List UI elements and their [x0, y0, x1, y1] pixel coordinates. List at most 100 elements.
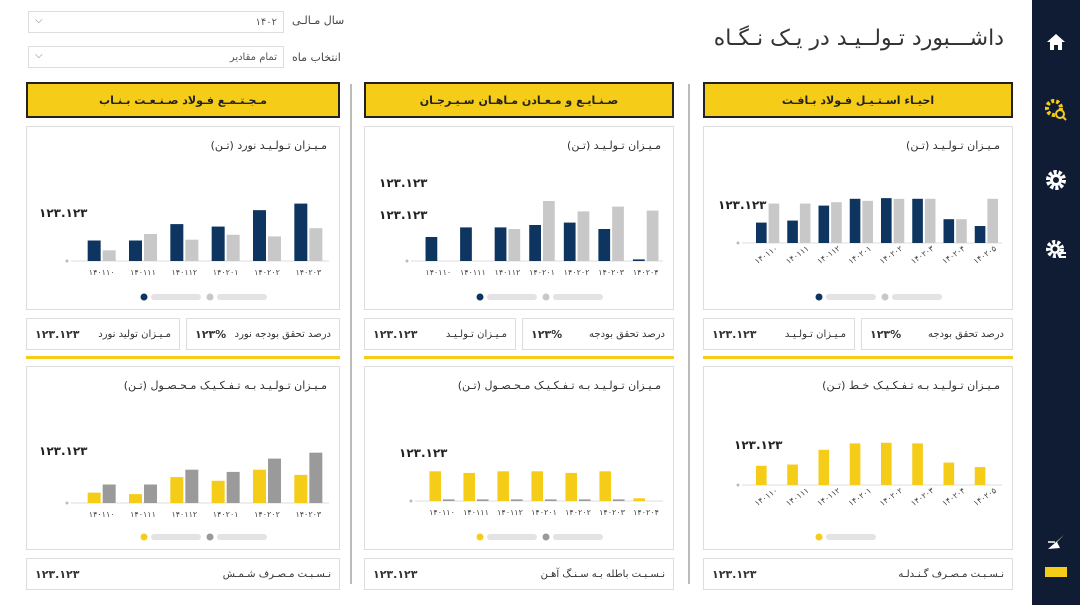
- budget-kpi: درصد تحقق بودجه نورد ۱۲۳%: [186, 318, 340, 350]
- legend-marker: [881, 293, 889, 301]
- legend-marker: [815, 533, 823, 541]
- chart-bar: [144, 484, 157, 503]
- chart-bar: [309, 452, 323, 503]
- production-chart-card: مـیـزان تـولـیـد (تـن) ۱۴۰۱۱۰ ۱۴۰۱۱۱ ۱۴۰۱۱۲…: [703, 126, 1013, 310]
- card-title: مـیـزان تـولـیـد بـه تـفـکـیـک مـحـصـول …: [457, 379, 661, 392]
- x-tick-label: ۱۴۰۱۱۰: [753, 244, 779, 266]
- legend-marker: [140, 293, 148, 301]
- legend-label-blurred: [151, 294, 201, 300]
- budget-kpi: درصد تحقق بودجه ۱۲۳%: [861, 318, 1013, 350]
- chart-bar: [818, 449, 830, 485]
- chart-bar: [768, 203, 780, 243]
- legend-marker: [476, 293, 484, 301]
- x-tick-label: ۱۴۰۲۰۲: [254, 510, 280, 519]
- x-tick-label: ۱۴۰۲۰۵: [972, 244, 998, 266]
- chart-bar: [211, 226, 225, 261]
- send-icon[interactable]: [1032, 522, 1080, 562]
- chart-bar: [87, 492, 101, 503]
- chart-bar: [425, 237, 438, 261]
- chart-bar: [543, 201, 555, 261]
- x-tick-label: ۱۴۰۲۰۲: [878, 244, 904, 266]
- x-tick-label: ۱۴۰۲۰۴: [941, 244, 967, 266]
- chart-bar: [924, 198, 936, 243]
- menu-icon[interactable]: [1032, 552, 1080, 592]
- chart-bar: [849, 198, 861, 243]
- chart-value-label: ۱۲۳.۱۲۳: [379, 176, 428, 190]
- x-tick-label: ۱۴۰۱۱۱: [784, 486, 810, 508]
- x-tick-label: ۱۴۰۱۱۱: [130, 268, 156, 277]
- home-icon[interactable]: [1032, 22, 1080, 62]
- kpi-label: درصد تحقق بودجه: [589, 328, 665, 340]
- column-header: صـنـایـع و مـعـادن مـاهـان سـیـرجـان: [364, 82, 674, 118]
- chart-bar: [799, 203, 811, 243]
- legend-marker: [542, 533, 550, 541]
- chart-bar: [129, 240, 142, 261]
- chart-bar: [831, 202, 842, 243]
- chart-bar: [497, 471, 509, 501]
- x-tick-label: ۱۴۰۲۰۳: [599, 508, 625, 517]
- year-select[interactable]: ۱۴۰۲ ⌵: [28, 11, 284, 33]
- legend-marker: [206, 533, 214, 541]
- breakdown-chart-card: مـیـزان تـولـیـد بـه تـفـکـیـک مـحـصـول …: [364, 366, 674, 550]
- chart-bar: [862, 200, 873, 243]
- kpi-label: درصد تحقق بودجه: [928, 328, 1004, 340]
- chart-bar: [185, 239, 199, 261]
- bar-chart: ۱۴۰۱۱۰ ۱۴۰۱۱۱ ۱۴۰۱۱۲ ۱۴۰۲۰۱ ۱۴۰۲۰۲ ۱۴۰۲۰۳ ۱۲۳.…: [39, 444, 329, 541]
- baseline-dot: [736, 241, 740, 245]
- kpi-value: ۱۲۳%: [531, 327, 563, 341]
- legend-label-blurred: [826, 294, 876, 300]
- month-select[interactable]: تمام مقادیر ⌵: [28, 46, 284, 68]
- baseline-dot: [65, 501, 69, 505]
- production-kpi: مـیـزان تولید نورد ۱۲۳.۱۲۳: [26, 318, 180, 350]
- x-tick-label: ۱۴۰۲۰۳: [295, 268, 321, 277]
- chart-bar: [294, 474, 308, 503]
- baseline-dot: [736, 483, 740, 487]
- chart-bar: [494, 227, 507, 261]
- baseline-dot: [405, 259, 409, 263]
- legend-label-blurred: [151, 534, 201, 540]
- x-tick-label: ۱۴۰۱۱۲: [816, 486, 842, 508]
- chart-bar: [226, 471, 240, 503]
- legend-marker: [815, 293, 823, 301]
- x-tick-label: ۱۴۰۲۰۲: [878, 486, 904, 508]
- chart-bar: [787, 464, 798, 485]
- chart-bar: [102, 484, 116, 503]
- x-tick-label: ۱۴۰۱۱۲: [497, 508, 523, 517]
- year-select-value: ۱۴۰۲: [255, 16, 277, 28]
- chart-bar: [943, 462, 955, 485]
- dashboard-main: داشـــبورد تـولــیـد در یـک نـگـاه سال م…: [0, 0, 1032, 605]
- x-tick-label: ۱۴۰۱۱۲: [171, 510, 197, 519]
- baseline-dot: [65, 259, 69, 263]
- breakdown-chart-card: مـیـزان تـولـیـد بـه تـفـکـیـک مـحـصـول …: [26, 366, 340, 550]
- chart-value-label: ۱۲۳.۱۲۳: [718, 198, 767, 212]
- x-tick-label: ۱۴۰۲۰۳: [909, 485, 936, 508]
- yellow-separator: [364, 356, 674, 359]
- chart-bar: [633, 498, 645, 501]
- legend-marker: [476, 533, 484, 541]
- chart-bar: [294, 203, 308, 261]
- card-title: مـیـزان تـولـیـد (تـن): [567, 139, 661, 152]
- chart-bar: [477, 499, 489, 501]
- gear-sliders-icon[interactable]: [1032, 230, 1080, 270]
- card-title: مـیـزان تـولـیـد بـه تـفـکـیـک خـط (تـن): [822, 379, 1000, 392]
- legend-label-blurred: [217, 534, 267, 540]
- x-tick-label: ۱۴۰۱۱۰: [425, 268, 451, 277]
- chart-value-label: ۱۲۳.۱۲۳: [379, 208, 428, 222]
- gear-icon[interactable]: [1032, 160, 1080, 200]
- chart-bar: [443, 499, 455, 501]
- chart-bar: [849, 443, 861, 485]
- chart-bar: [429, 471, 441, 501]
- x-tick-label: ۱۴۰۲۰۳: [598, 268, 624, 277]
- gear-search-icon[interactable]: [1032, 90, 1080, 130]
- chart-bar: [956, 219, 967, 243]
- chart-bar: [170, 477, 184, 503]
- chart-bar: [211, 480, 225, 503]
- legend-marker: [542, 293, 550, 301]
- chart-bar: [893, 198, 905, 243]
- chart-bar: [268, 236, 281, 261]
- chart-value-label: ۱۲۳.۱۲۳: [399, 446, 448, 460]
- year-filter-label: سال مـالـی: [292, 14, 345, 27]
- chart-bar: [881, 198, 892, 243]
- chart-bar: [185, 469, 199, 503]
- card-title: مـیـزان تـولـیـد بـه تـفـکـیـک مـحـصـول …: [123, 379, 327, 392]
